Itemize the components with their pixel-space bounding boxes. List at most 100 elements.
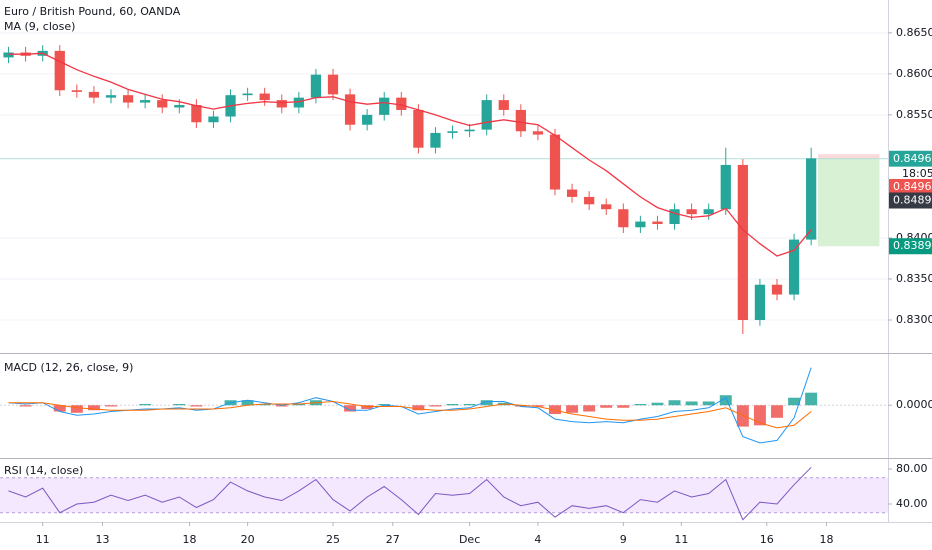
candle-body [174,105,185,108]
x-tick-label: 25 [326,533,340,546]
y-tick-label: 40.00 [896,497,928,510]
candle-body [259,93,270,101]
histogram-bar [190,405,203,407]
histogram-bar [549,405,561,415]
histogram-bar [446,403,459,406]
candle-body [601,204,612,210]
candle-body [618,209,629,228]
x-tick-label: 18 [820,533,834,546]
candle-body [157,100,168,108]
candle-body [191,105,202,123]
candle-body [276,100,287,108]
histogram-bar [583,405,596,412]
candle-body [344,94,356,125]
price-tag [889,192,932,209]
candle-body [447,131,458,133]
price-tag-label: 0.84965 [893,152,932,165]
candle-body [140,100,151,103]
candle-body [481,100,492,130]
candle-body [635,221,646,228]
histogram-bar [105,405,117,407]
x-tick-label: Dec [459,533,480,546]
candle-body [806,158,817,240]
macd-line [8,400,812,429]
histogram-bar [292,403,305,406]
histogram-bar [70,405,83,413]
x-tick-label: 11 [36,533,50,546]
countdown: 18:05 [902,167,932,180]
candle-body [430,132,441,148]
x-tick-label: 18 [183,533,197,546]
histogram-bar [258,403,271,406]
candle-body [584,196,595,205]
candle-body [396,97,407,110]
histogram-bar [634,403,647,406]
candle-body [754,284,766,320]
price-tag-label: 0.83899 [893,239,932,252]
histogram-bar [53,405,66,412]
histogram-bar [241,400,254,406]
candle-body [242,93,253,96]
histogram-bar [378,403,391,406]
histogram-bar [719,395,732,406]
candle-body [310,74,322,98]
histogram-bar [600,405,613,408]
plot-layer: 0.865000.860000.855000.840000.835000.830… [0,26,932,546]
ma-line [8,52,812,257]
histogram-bar [361,405,374,410]
histogram-bar [19,405,32,407]
candle-body [566,189,578,197]
candle-body [737,164,748,320]
histogram-bar [788,397,801,406]
candle-body [703,209,714,215]
histogram-bar [668,400,681,406]
x-tick-label: 4 [534,533,541,546]
histogram-bar [87,405,100,411]
candle-body [3,52,14,58]
candle-body [788,239,800,295]
candle-body [549,134,561,190]
histogram-bar [771,405,783,418]
histogram-bar [736,405,749,427]
candle-body [720,164,731,210]
stop-zone [817,154,880,160]
histogram-bar [685,401,698,406]
histogram-bar [275,405,288,407]
histogram-bar [651,402,664,406]
x-tick-label: 13 [95,533,109,546]
price-tag-label: 0.84895 [893,194,932,207]
histogram-bar [531,405,544,407]
price-tag-label: 0.84962 [893,180,932,193]
indicator-title: MA (9, close) [4,20,75,33]
histogram-bar [412,405,425,411]
histogram-bar [480,400,493,406]
histogram-bar [173,403,186,406]
rsi-band [0,477,888,513]
macd-line [8,367,812,444]
histogram-bar [514,405,527,407]
candle-body [362,114,373,125]
candle-body [122,95,134,103]
histogram-bar [139,403,152,406]
candle-body [669,209,680,224]
countdown-tag [889,166,932,181]
x-tick-label: 9 [620,533,627,546]
y-tick-label: 80.00 [896,462,928,475]
target-zone [817,159,880,247]
candle-body [515,109,526,132]
candle-body [413,109,424,148]
indicator-title: RSI (14, close) [4,464,83,477]
x-tick-label: 20 [241,533,255,546]
x-tick-label: 16 [760,533,774,546]
histogram-bar [429,405,442,407]
histogram-bar [753,405,766,426]
candle-body [54,50,65,91]
histogram-bar [344,405,357,412]
price-tag [889,150,932,167]
candle-body [105,95,117,98]
histogram-bar [566,405,579,413]
